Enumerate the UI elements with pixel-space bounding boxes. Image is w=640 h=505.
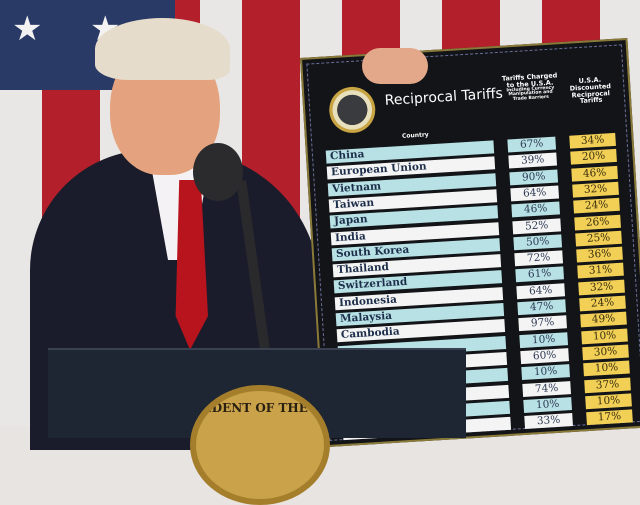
- tariff-discounted-cell: 37%: [584, 376, 631, 393]
- tariff-charged-cell: 64%: [510, 185, 560, 202]
- tariff-discounted-cell: 24%: [579, 295, 626, 312]
- tariff-discounted-cell: 25%: [575, 230, 622, 247]
- tariff-discounted-cell: 17%: [586, 409, 633, 426]
- tariff-charged-cell: 64%: [516, 282, 566, 299]
- tariff-charged-cell: 60%: [520, 348, 570, 364]
- tariff-discounted-cell: 10%: [583, 360, 630, 377]
- tariff-discounted-cell: 32%: [578, 279, 625, 296]
- header-tariffs-charged: Tariffs Charged to the U.S.A. Including …: [501, 71, 559, 103]
- tariff-discounted-cell: 46%: [571, 165, 618, 182]
- tariff-charged-cell: 33%: [524, 413, 573, 430]
- podium-seal: SIDENT OF THE U: [190, 385, 330, 505]
- tariff-charged-cell: 52%: [512, 217, 562, 234]
- board-title: Reciprocal Tariffs: [384, 85, 504, 109]
- tariff-discounted-cell: 32%: [572, 181, 619, 198]
- presidential-seal-icon: [327, 85, 377, 135]
- tariff-discounted-cell: 36%: [576, 246, 623, 263]
- tariff-charged-cell: 50%: [513, 234, 563, 251]
- microphone: [193, 143, 243, 201]
- tariff-charged-cell: 72%: [514, 250, 564, 267]
- tariff-charged-cell: 10%: [519, 331, 569, 348]
- header-charged-note: Including Currency Manipulation and Trad…: [506, 85, 555, 103]
- tariff-charged-cell: 74%: [522, 380, 571, 397]
- tariff-charged-cell: 47%: [517, 299, 567, 316]
- tariff-charged-cell: 97%: [518, 315, 568, 332]
- tariff-charged-cell: 10%: [523, 396, 572, 413]
- tariff-discounted-cell: 30%: [582, 344, 629, 361]
- tariff-discounted-cell: 24%: [573, 197, 620, 214]
- tariff-discounted-cell: 10%: [581, 328, 628, 344]
- tariff-discounted-cell: 31%: [577, 263, 624, 279]
- tariff-discounted-cell: 26%: [574, 214, 621, 231]
- tariff-charged-cell: 67%: [507, 136, 557, 153]
- podium-seal-text: SIDENT OF THE U: [197, 401, 323, 415]
- tariff-discounted-cell: 34%: [569, 132, 616, 149]
- tariff-discounted-cell: 10%: [585, 393, 632, 409]
- star-icon: ★: [12, 9, 43, 49]
- tariff-charged-cell: 61%: [515, 266, 565, 283]
- tariff-discounted-cell: 20%: [570, 149, 617, 165]
- tariff-charged-cell: 10%: [521, 364, 570, 381]
- hand: [362, 48, 428, 84]
- header-country: Country: [401, 131, 429, 140]
- header-discounted: U.S.A. Discounted Reciprocal Tariffs: [569, 75, 612, 106]
- tariff-discounted-cell: 49%: [580, 311, 627, 328]
- tariff-charged-cell: 46%: [511, 201, 561, 218]
- tariff-charged-cell: 90%: [509, 169, 559, 186]
- hair: [95, 18, 230, 80]
- tariff-charged-cell: 39%: [508, 152, 558, 169]
